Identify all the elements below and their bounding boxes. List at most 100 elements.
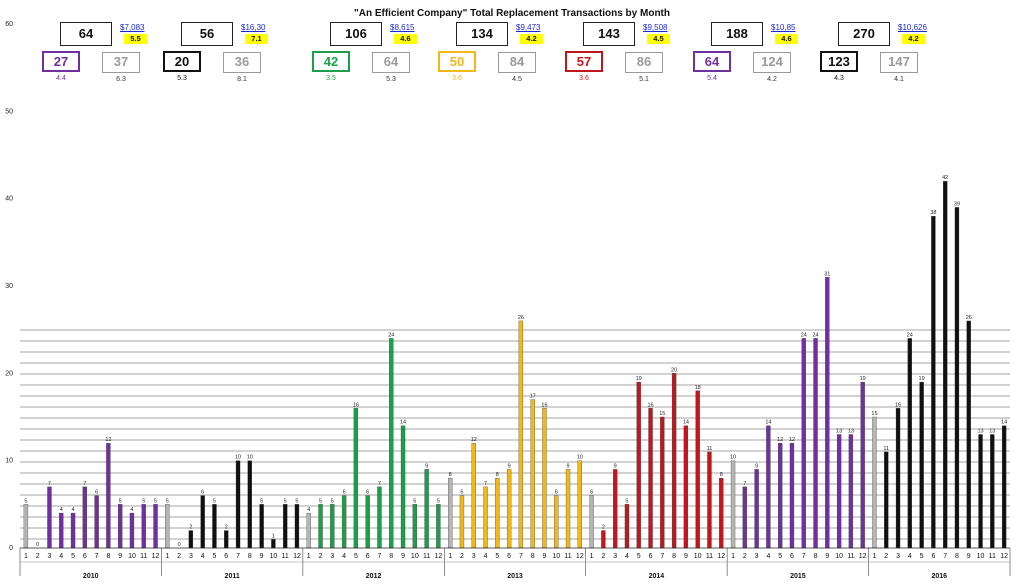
bar [613, 469, 618, 549]
bar [978, 434, 983, 549]
price-link: $7,083 [120, 23, 145, 32]
bar-value-label: 5 [142, 498, 145, 504]
ratio-highlight: 4.2 [520, 34, 543, 44]
bar [389, 338, 394, 549]
month-tick-label: 3 [613, 553, 617, 560]
bar-value-label: 11 [707, 446, 713, 452]
bar-value-label: 13 [848, 428, 854, 434]
bar [400, 425, 406, 549]
bar [919, 381, 924, 549]
month-tick-label: 5 [354, 553, 358, 560]
month-tick-label: 8 [672, 553, 676, 560]
bar [660, 416, 665, 549]
bar [895, 408, 901, 549]
month-tick-label: 7 [943, 553, 947, 560]
month-tick-label: 12 [576, 553, 584, 560]
bar [247, 460, 252, 549]
bar-value-label: 16 [647, 402, 653, 408]
ratio-highlight: 4.5 [647, 34, 670, 44]
bar-value-label: 5 [213, 498, 216, 504]
bar-value-label: 5 [437, 498, 440, 504]
bar-value-label: 5 [166, 498, 169, 504]
sub1-box: 50 [438, 51, 476, 72]
month-tick-label: 9 [401, 553, 405, 560]
bar [353, 408, 359, 549]
year-label: 2016 [931, 573, 947, 580]
bar-value-label: 6 [460, 490, 463, 496]
month-tick-label: 5 [778, 553, 782, 560]
price-link: $9,473 [516, 23, 541, 32]
bar [754, 469, 759, 549]
bar-value-label: 9 [567, 463, 570, 469]
month-tick-label: 9 [118, 553, 122, 560]
bar-value-label: 10 [247, 455, 253, 461]
bar-value-label: 18 [695, 385, 701, 391]
month-tick-label: 10 [411, 553, 419, 560]
year-label: 2012 [366, 573, 382, 580]
bar-value-label: 8 [496, 472, 499, 478]
bar-value-label: 12 [777, 437, 783, 443]
month-tick-label: 10 [835, 553, 843, 560]
month-tick-label: 3 [896, 553, 900, 560]
month-tick-label: 3 [755, 553, 759, 560]
bar [707, 451, 712, 549]
bar [1001, 425, 1007, 549]
bar [671, 373, 677, 549]
bar-value-label: 14 [683, 420, 689, 426]
sub1-ratio: 5.4 [707, 75, 717, 82]
month-tick-label: 4 [342, 553, 346, 560]
bar [224, 530, 229, 549]
bar [813, 338, 818, 549]
bar [577, 460, 582, 549]
sub1-ratio: 4.4 [56, 75, 66, 82]
bar-value-label: 10 [730, 455, 736, 461]
month-tick-label: 4 [625, 553, 629, 560]
sub1-box: 57 [565, 51, 603, 72]
sub2-ratio: 4.1 [894, 76, 904, 83]
price-link: $8,615 [390, 23, 415, 32]
month-tick-label: 3 [189, 553, 193, 560]
month-tick-label: 8 [389, 553, 393, 560]
bar-value-label: 31 [824, 271, 830, 277]
bar [860, 381, 865, 549]
bar [188, 530, 194, 549]
month-tick-label: 7 [660, 553, 664, 560]
bar-value-label: 4 [130, 507, 133, 513]
sub2-box: 37 [102, 52, 140, 73]
bar [530, 399, 535, 549]
gridlines [20, 329, 1010, 540]
month-tick-label: 8 [531, 553, 535, 560]
y-axis: 0 10 20 30 40 50 60 [5, 21, 13, 552]
month-tick-label: 6 [224, 553, 228, 560]
bar-value-label: 17 [530, 394, 536, 400]
bar [506, 469, 512, 549]
bar-value-label: 9 [508, 463, 511, 469]
bar [742, 486, 747, 549]
bar [884, 451, 889, 549]
bar-value-label: 15 [659, 411, 665, 417]
bar [23, 504, 29, 549]
bar-value-label: 5 [119, 498, 122, 504]
bar [70, 512, 76, 549]
bar [483, 486, 488, 549]
month-tick-label: 11 [140, 553, 147, 560]
year-label: 2010 [83, 573, 99, 580]
bar-value-label: 16 [541, 402, 547, 408]
y-tick-label: 60 [5, 21, 13, 28]
bar-value-label: 5 [284, 498, 287, 504]
month-tick-label: 2 [743, 553, 747, 560]
month-tick-label: 4 [908, 553, 912, 560]
sub2-box: 147 [880, 52, 918, 73]
bar-value-label: 5 [24, 498, 27, 504]
bar [318, 504, 323, 549]
bar-value-label: 15 [871, 411, 877, 417]
bar-value-label: 8 [449, 472, 452, 478]
bar-value-label: 7 [378, 481, 381, 487]
bar-value-label: 6 [95, 490, 98, 496]
sub1-box: 20 [163, 51, 201, 72]
bar-value-label: 5 [260, 498, 263, 504]
bar [801, 338, 806, 549]
month-tick-label: 9 [825, 553, 829, 560]
month-tick-label: 6 [507, 553, 511, 560]
